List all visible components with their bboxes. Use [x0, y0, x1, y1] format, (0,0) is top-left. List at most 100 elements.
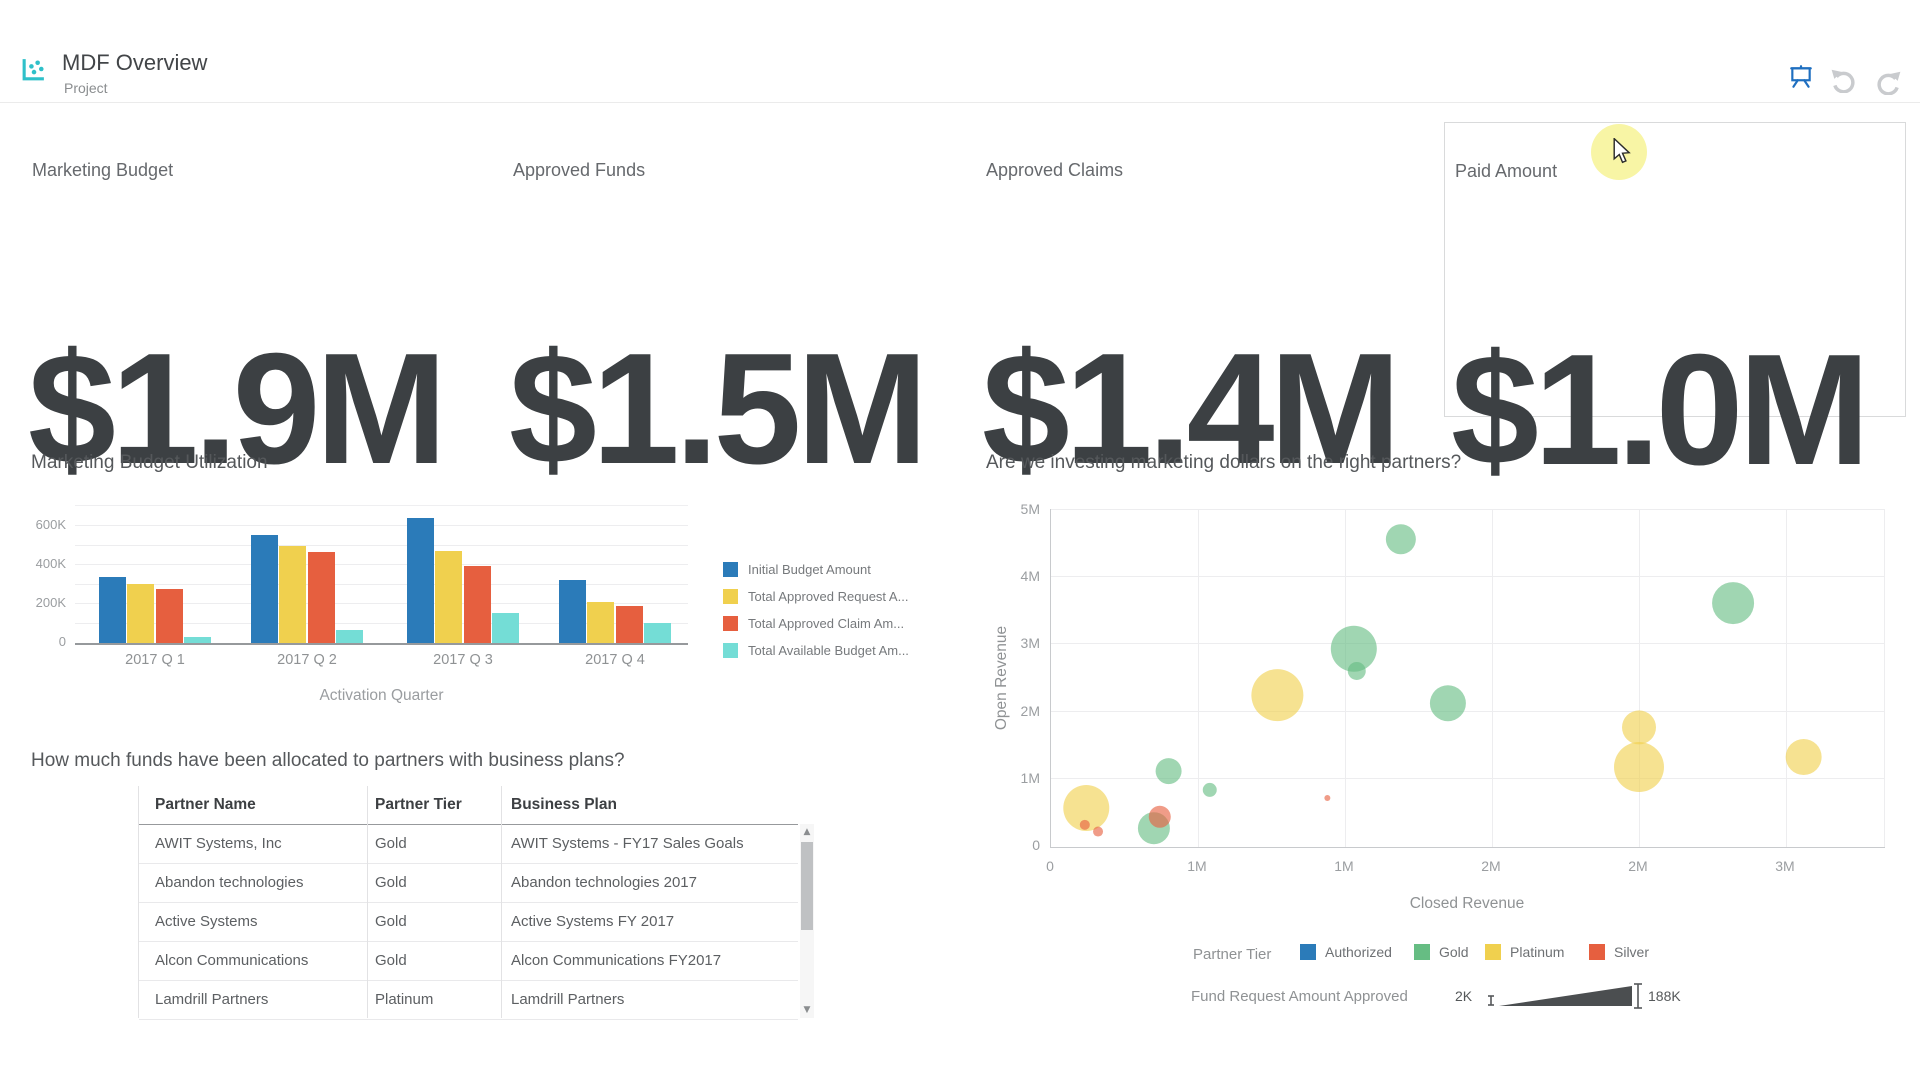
bubble-platinum[interactable] [1785, 738, 1822, 775]
table-row[interactable]: Alcon Communications Gold Alcon Communic… [139, 941, 798, 981]
legend-swatch [1589, 944, 1605, 960]
tier-legend-gold[interactable]: Gold [1414, 944, 1469, 960]
legend-item[interactable]: Total Approved Claim Am... [723, 610, 909, 637]
tier-legend-silver[interactable]: Silver [1589, 944, 1649, 960]
gridline [75, 603, 688, 604]
scroll-up-arrow[interactable]: ▲ [803, 827, 811, 837]
x-tick-label: 3M [1775, 858, 1795, 874]
legend-swatch [723, 616, 738, 631]
size-legend-min: 2K [1455, 988, 1473, 1004]
bubble-gold[interactable] [1202, 782, 1217, 797]
tier-legend-authorized[interactable]: Authorized [1300, 944, 1392, 960]
kpi-label: Paid Amount [1455, 161, 1558, 181]
legend-item[interactable]: Total Available Budget Am... [723, 637, 909, 664]
bar-total-approved-claim-amount[interactable] [615, 605, 643, 643]
bar-total-approved-request-amount[interactable] [127, 583, 155, 643]
table-row[interactable]: Active Systems Gold Active Systems FY 20… [139, 902, 798, 942]
legend-label: Platinum [1510, 944, 1565, 960]
legend-item[interactable]: Initial Budget Amount [723, 556, 909, 583]
bar-total-available-budget-amount[interactable] [644, 622, 672, 643]
bubble-gold[interactable] [1347, 661, 1366, 680]
cell-partner-tier: Platinum [375, 991, 434, 1008]
gridline [75, 544, 688, 546]
scroll-down-arrow[interactable]: ▼ [803, 1005, 811, 1015]
kpi-card-marketing-budget[interactable]: Marketing Budget $1.9M [22, 122, 484, 488]
bar-initial-budget-amount[interactable] [406, 518, 434, 643]
cell-partner-tier: Gold [375, 874, 407, 891]
legend-swatch [1485, 944, 1501, 960]
bubble-gold[interactable] [1385, 524, 1416, 555]
bar-chart-x-axis: 2017 Q 1 2017 Q 2 2017 Q 3 2017 Q 4 [75, 652, 688, 672]
gridline [1492, 509, 1493, 847]
table-row[interactable]: Abandon technologies Gold Abandon techno… [139, 863, 798, 903]
cell-partner-tier: Gold [375, 952, 407, 969]
table-row[interactable]: AWIT Systems, Inc Gold AWIT Systems - FY… [139, 824, 798, 864]
x-tick-label: 0 [1046, 858, 1054, 874]
x-tick-label: 2M [1481, 858, 1501, 874]
x-tick-label: 2017 Q 2 [277, 652, 337, 668]
bubble-gold[interactable] [1712, 582, 1755, 625]
column-divider [367, 786, 368, 1018]
x-tick-label: 1M [1334, 858, 1354, 874]
scatter-x-axis-label: Closed Revenue [1409, 895, 1525, 912]
gridline [1345, 509, 1346, 847]
bubble-gold[interactable] [1155, 758, 1182, 785]
legend-item[interactable]: Total Approved Request A... [723, 583, 909, 610]
column-header[interactable]: Business Plan [511, 796, 617, 813]
bar-total-approved-claim-amount[interactable] [307, 552, 335, 643]
kpi-card-paid-amount[interactable]: Paid Amount $1.0M [1444, 122, 1906, 489]
bubble-gold[interactable] [1429, 685, 1466, 722]
bar-total-approved-claim-amount[interactable] [155, 589, 183, 643]
column-header[interactable]: Partner Tier [375, 796, 462, 813]
bar-total-available-budget-amount[interactable] [184, 637, 212, 643]
bar-total-approved-request-amount[interactable] [279, 546, 307, 643]
bubble-platinum[interactable] [1063, 785, 1110, 832]
bar-total-approved-request-amount[interactable] [587, 602, 615, 643]
gridline [1051, 509, 1885, 510]
bubble-silver[interactable] [1093, 826, 1104, 837]
bubble-platinum[interactable] [1614, 742, 1664, 793]
bar-total-available-budget-amount[interactable] [492, 612, 520, 643]
cell-partner-name: Active Systems [155, 913, 258, 930]
header-divider [0, 102, 1920, 103]
kpi-card-approved-claims[interactable]: Approved Claims $1.4M [976, 122, 1438, 488]
bar-initial-budget-amount[interactable] [98, 576, 126, 643]
bubble-platinum[interactable] [1251, 669, 1304, 722]
gridline [75, 622, 688, 624]
cell-business-plan: Lamdrill Partners [511, 991, 625, 1008]
scatter-plot[interactable] [1050, 509, 1885, 848]
y-tick-label: 2M [1020, 702, 1040, 719]
column-header[interactable]: Partner Name [155, 796, 256, 813]
bar-initial-budget-amount[interactable] [558, 579, 586, 643]
table-row[interactable]: Lamdrill Partners Platinum Lamdrill Part… [139, 980, 798, 1020]
bubble-silver[interactable] [1079, 819, 1090, 830]
x-tick-label: 1M [1187, 858, 1207, 874]
redo-icon[interactable] [1876, 69, 1902, 95]
mouse-cursor-icon [1613, 138, 1631, 164]
cell-partner-tier: Gold [375, 835, 407, 852]
x-tick-label: 2M [1628, 858, 1648, 874]
bubble-gold[interactable] [1330, 625, 1377, 672]
legend-label: Gold [1439, 944, 1469, 960]
tier-legend-platinum[interactable]: Platinum [1485, 944, 1564, 960]
undo-icon[interactable] [1830, 67, 1856, 93]
scrollbar-thumb[interactable] [801, 842, 813, 930]
bubble-silver[interactable] [1324, 794, 1331, 801]
y-tick-label: 3M [1020, 635, 1040, 652]
cell-business-plan: Alcon Communications FY2017 [511, 952, 722, 969]
bar-initial-budget-amount[interactable] [250, 534, 278, 643]
bar-total-approved-claim-amount[interactable] [463, 565, 491, 643]
presentation-icon[interactable] [1788, 64, 1814, 90]
bubble-platinum[interactable] [1622, 710, 1656, 745]
kpi-label: Approved Claims [986, 160, 1124, 180]
gridline [75, 564, 688, 565]
bar-total-available-budget-amount[interactable] [336, 630, 364, 643]
kpi-card-approved-funds[interactable]: Approved Funds $1.5M [503, 122, 965, 488]
y-tick-label: 5M [1020, 501, 1040, 517]
bubble-silver[interactable] [1148, 805, 1171, 828]
partner-funds-table[interactable]: Partner Name Partner Tier Business Plan … [138, 786, 815, 1020]
bar-total-approved-request-amount[interactable] [435, 551, 463, 643]
table-scrollbar[interactable]: ▲ ▼ [800, 824, 814, 1018]
bar-chart-plot[interactable] [75, 505, 688, 645]
gridline [75, 525, 688, 526]
